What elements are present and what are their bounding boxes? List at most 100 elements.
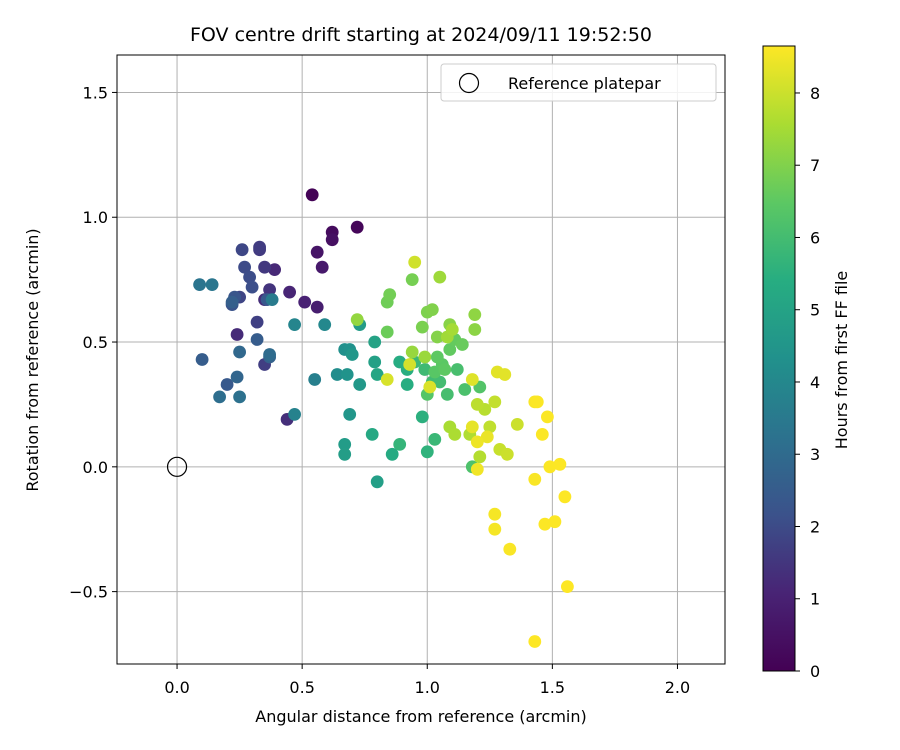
data-points (166, 188, 574, 648)
data-point (353, 378, 367, 391)
y-tick-label: 0.5 (83, 333, 108, 352)
data-point (470, 398, 484, 411)
y-axis-ticks: −0.5 0.0 0.5 1.0 1.5 (69, 83, 117, 602)
data-point (418, 363, 432, 376)
data-point (370, 475, 384, 489)
x-axis-label: Angular distance from reference (arcmin) (255, 707, 586, 726)
data-point (500, 447, 514, 461)
legend: Reference platepar (440, 63, 717, 102)
colorbar-tick-label: 0 (810, 662, 820, 681)
data-point (193, 278, 207, 291)
x-tick-label: 0.0 (164, 678, 189, 697)
data-point (488, 395, 502, 409)
data-point (448, 428, 462, 441)
data-point (428, 433, 442, 446)
data-point (343, 408, 357, 421)
legend-reference-marker (458, 72, 480, 94)
data-point (385, 447, 399, 461)
y-tick-label: 1.0 (83, 208, 108, 227)
data-point (503, 542, 517, 556)
data-point (283, 285, 296, 299)
data-point (325, 233, 339, 247)
data-point (440, 388, 454, 401)
data-point (465, 420, 479, 434)
data-point (310, 245, 324, 259)
colorbar-tick-label: 8 (810, 84, 820, 103)
data-point (468, 308, 482, 321)
data-point (233, 345, 247, 359)
y-tick-label: −0.5 (69, 583, 108, 602)
data-point (308, 373, 322, 386)
y-tick-label: 0.0 (83, 458, 108, 477)
data-point (318, 318, 332, 331)
colorbar-tick-label: 2 (810, 517, 820, 536)
chart-title: FOV centre drift starting at 2024/09/11 … (190, 24, 652, 46)
plot-frame (116, 54, 726, 665)
data-point (510, 418, 524, 431)
data-point (541, 410, 554, 424)
data-point (393, 438, 407, 451)
data-point (473, 450, 487, 464)
data-point (338, 447, 352, 461)
x-tick-label: 1.5 (540, 678, 565, 697)
data-point (288, 408, 301, 421)
data-point (423, 380, 437, 394)
colorbar-ticks: 0 1 2 3 4 5 6 7 8 (795, 84, 820, 681)
data-point (380, 325, 394, 339)
data-point (250, 333, 264, 346)
data-point (425, 303, 439, 316)
data-point (415, 320, 429, 334)
data-point (430, 330, 444, 344)
data-point (340, 368, 354, 381)
data-point (553, 457, 567, 471)
data-point (488, 522, 502, 536)
data-point (433, 375, 447, 389)
data-point (195, 353, 209, 366)
data-point (225, 295, 239, 309)
data-point (438, 363, 452, 376)
data-point (558, 490, 572, 504)
data-point (450, 363, 464, 376)
colorbar-tick-label: 4 (810, 373, 820, 392)
data-point (245, 280, 259, 294)
data-point (345, 348, 359, 361)
data-point (238, 260, 252, 274)
data-point (530, 395, 544, 409)
data-point (370, 368, 384, 381)
data-point (430, 350, 444, 364)
data-point (338, 438, 352, 451)
data-point (205, 278, 219, 291)
data-point (528, 472, 542, 486)
x-tick-label: 2.0 (665, 678, 690, 697)
colorbar-label: Hours from first FF file (832, 271, 851, 450)
data-point (418, 350, 432, 364)
data-point (538, 517, 552, 531)
data-point (230, 370, 244, 384)
data-point (403, 358, 417, 371)
x-tick-label: 1.0 (415, 678, 440, 697)
reference-platepar-marker (166, 456, 188, 477)
data-point (305, 188, 319, 202)
colorbar-tick-label: 5 (810, 301, 820, 320)
colorbar (762, 45, 796, 672)
data-point (488, 507, 502, 521)
colorbar-tick-label: 6 (810, 228, 820, 247)
data-point (230, 328, 244, 341)
data-point (470, 462, 484, 476)
data-point (330, 368, 344, 381)
data-point (458, 383, 472, 396)
data-point (350, 313, 364, 326)
data-point (220, 378, 234, 391)
y-tick-label: 1.5 (83, 83, 108, 102)
data-point (253, 240, 266, 254)
data-point (415, 410, 429, 424)
data-point (258, 260, 271, 274)
data-point (365, 428, 379, 441)
data-point (483, 420, 497, 434)
data-point (468, 323, 482, 336)
colorbar-tick-label: 7 (810, 156, 820, 175)
data-point (243, 270, 256, 284)
data-point (535, 428, 549, 441)
data-point (368, 355, 382, 369)
